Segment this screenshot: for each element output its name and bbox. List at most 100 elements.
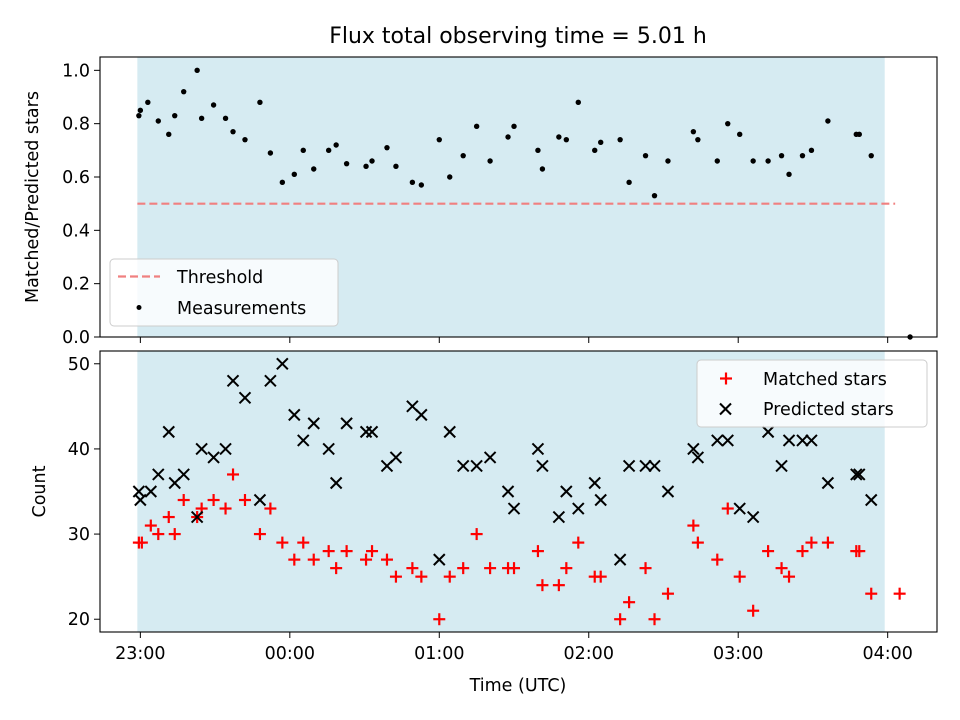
- predicted-point: [775, 459, 788, 473]
- matched-point: [796, 545, 809, 558]
- matched-point: [322, 545, 335, 558]
- predicted-point: [340, 417, 353, 430]
- measurement-point: [651, 192, 658, 199]
- bottom-y-axis-label: Count: [30, 465, 50, 517]
- measurement-point: [460, 152, 466, 159]
- matched-point: [443, 570, 456, 583]
- measurement-point: [409, 179, 416, 186]
- matched-point: [207, 494, 220, 507]
- predicted-point: [433, 553, 446, 566]
- measurement-point: [325, 147, 332, 154]
- predicted-point: [746, 510, 760, 524]
- bottom-xtick-label: 00:00: [265, 644, 315, 664]
- top-legend-box: [109, 258, 339, 327]
- matched-point: [821, 536, 834, 549]
- measurement-point: [575, 99, 581, 106]
- measurement-point: [642, 152, 649, 159]
- measurement-point: [563, 136, 570, 143]
- bottom-legend: Matched stars Predicted stars: [696, 359, 928, 428]
- predicted-point: [365, 425, 379, 439]
- bottom-xtick-label: 03:00: [713, 644, 763, 664]
- bottom-ytick-label: 30: [68, 525, 90, 545]
- predicted-point: [219, 442, 232, 456]
- matched-point: [366, 545, 379, 558]
- measurement-point: [393, 163, 399, 170]
- measurement-point: [539, 166, 546, 172]
- predicted-point: [853, 468, 866, 481]
- matched-point: [177, 494, 190, 507]
- measurement-point: [626, 179, 632, 186]
- matched-point: [360, 553, 373, 566]
- predicted-point: [594, 493, 607, 507]
- measurement-point: [166, 131, 172, 138]
- predicted-point: [536, 459, 549, 473]
- predicted-point: [144, 485, 158, 498]
- predicted-point: [552, 510, 566, 524]
- matched-point: [721, 502, 734, 515]
- top-ytick-label: 0.2: [62, 275, 90, 295]
- predicted-point: [456, 459, 470, 473]
- measurement-point: [242, 136, 248, 143]
- matched-point: [805, 536, 818, 549]
- measurement-point: [333, 142, 339, 148]
- legend-threshold-label: Threshold: [176, 268, 263, 288]
- matched-point: [135, 536, 148, 549]
- matched-point: [330, 562, 343, 575]
- measurement-point: [511, 123, 517, 130]
- measurement-point: [343, 160, 350, 167]
- matched-point: [865, 587, 878, 600]
- predicted-point: [177, 468, 190, 481]
- measurement-point: [311, 166, 317, 172]
- measurement-point: [418, 182, 425, 188]
- predicted-point: [648, 459, 661, 473]
- measurement-point: [279, 179, 286, 186]
- top-legend: Threshold Measurements: [109, 258, 339, 327]
- measurement-point: [473, 123, 480, 130]
- matched-point: [648, 613, 661, 626]
- measurement-point: [257, 99, 263, 106]
- matched-point: [783, 570, 796, 583]
- top-measurements-layer: [136, 67, 913, 340]
- legend-measurements-swatch: [136, 305, 142, 310]
- bottom-xtick-label: 04:00: [862, 644, 912, 664]
- predicted-point: [691, 451, 705, 464]
- predicted-point: [782, 434, 796, 447]
- predicted-point: [238, 391, 252, 405]
- matched-point: [253, 528, 266, 541]
- predicted-point: [850, 468, 863, 481]
- measurement-point: [535, 147, 541, 154]
- predicted-point: [307, 417, 320, 430]
- predicted-point: [588, 476, 601, 490]
- measurement-point: [778, 152, 785, 159]
- bottom-plot-frame: [99, 350, 938, 633]
- predicted-point: [226, 374, 240, 388]
- measurement-point: [267, 150, 274, 156]
- top-plot-frame: [99, 56, 938, 338]
- matched-point: [661, 587, 674, 600]
- matched-point: [389, 570, 402, 583]
- measurement-point: [592, 147, 598, 154]
- measurement-point: [786, 171, 792, 178]
- measurement-point: [725, 120, 731, 127]
- matched-point: [762, 545, 775, 558]
- top-ytick-label: 0.0: [62, 328, 90, 348]
- matched-point: [733, 570, 746, 583]
- predicted-point: [501, 485, 515, 498]
- predicted-point: [389, 451, 403, 464]
- matched-point: [623, 596, 636, 609]
- measurement-point: [198, 115, 205, 122]
- measurement-point: [505, 134, 511, 140]
- top-y-axis-label: Matched/Predicted stars: [23, 91, 43, 303]
- bottom-xtick-label: 23:00: [115, 644, 165, 664]
- matched-point: [264, 502, 277, 515]
- predicted-point: [264, 374, 277, 388]
- matched-point: [639, 562, 652, 575]
- top-ytick-label: 1.0: [62, 61, 90, 81]
- legend-predicted-swatch: [719, 402, 732, 416]
- matched-point: [560, 562, 573, 575]
- bottom-counts-layer: [132, 357, 906, 626]
- legend-matched-label: Matched stars: [763, 370, 887, 390]
- measurement-point: [556, 134, 562, 140]
- predicted-point: [195, 442, 208, 456]
